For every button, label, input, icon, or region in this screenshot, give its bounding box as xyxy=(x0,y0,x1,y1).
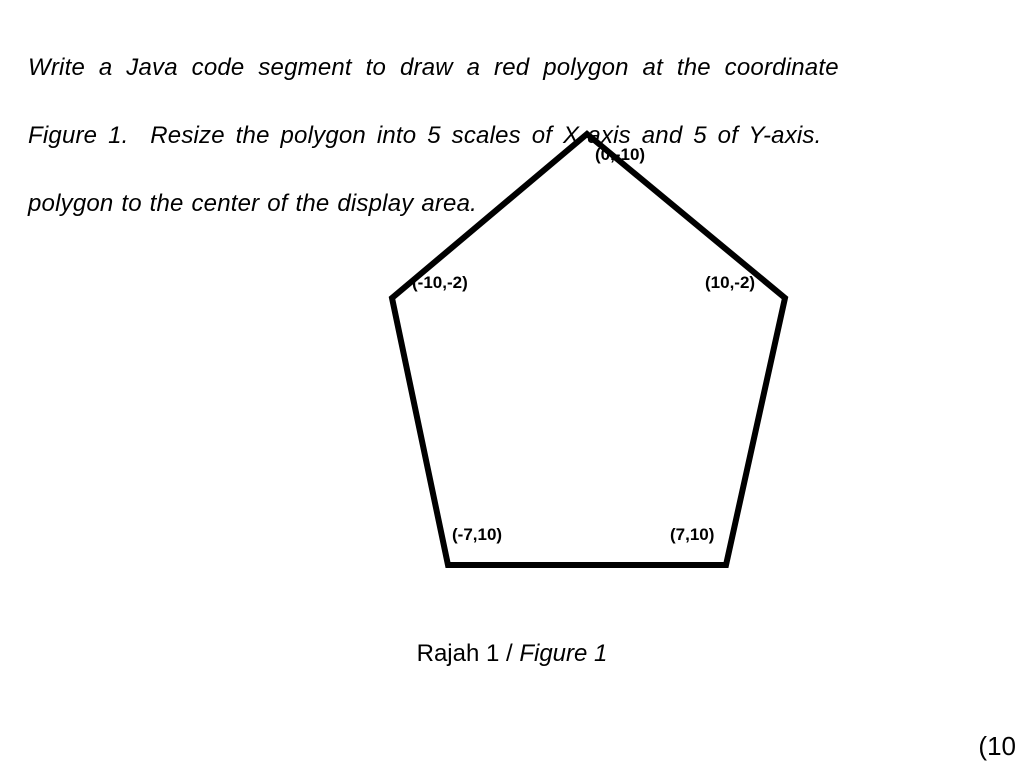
caption-italic: Figure 1 xyxy=(519,640,607,667)
vertex-label-left-upper: (-10,-2) xyxy=(412,273,468,292)
polygon-svg: (0,-10) (10,-2) (7,10) (-7,10) (-10,-2) xyxy=(380,120,800,590)
figure-caption: Rajah 1 / Figure 1 xyxy=(0,640,1024,668)
question-line-1: Write a Java code segment to draw a red … xyxy=(28,52,1024,84)
pentagon-path xyxy=(392,134,785,565)
vertex-label-top: (0,-10) xyxy=(595,145,645,164)
page: Write a Java code segment to draw a red … xyxy=(0,0,1024,768)
figure-area: (0,-10) (10,-2) (7,10) (-7,10) (-10,-2) xyxy=(0,120,1024,680)
vertex-label-right-upper: (10,-2) xyxy=(705,273,755,292)
caption-plain: Rajah 1 / xyxy=(417,640,520,667)
vertex-label-right-lower: (7,10) xyxy=(670,525,714,544)
marks-fragment: (10 xyxy=(978,731,1016,762)
vertex-label-left-lower: (-7,10) xyxy=(452,525,502,544)
